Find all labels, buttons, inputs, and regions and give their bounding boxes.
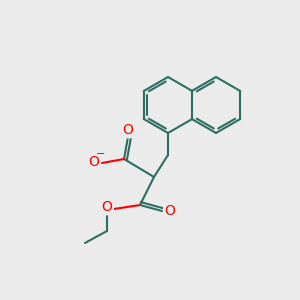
Text: −: −	[96, 149, 106, 159]
Text: O: O	[102, 200, 112, 214]
Text: O: O	[88, 155, 99, 169]
Text: O: O	[123, 123, 134, 137]
Text: O: O	[165, 204, 176, 218]
